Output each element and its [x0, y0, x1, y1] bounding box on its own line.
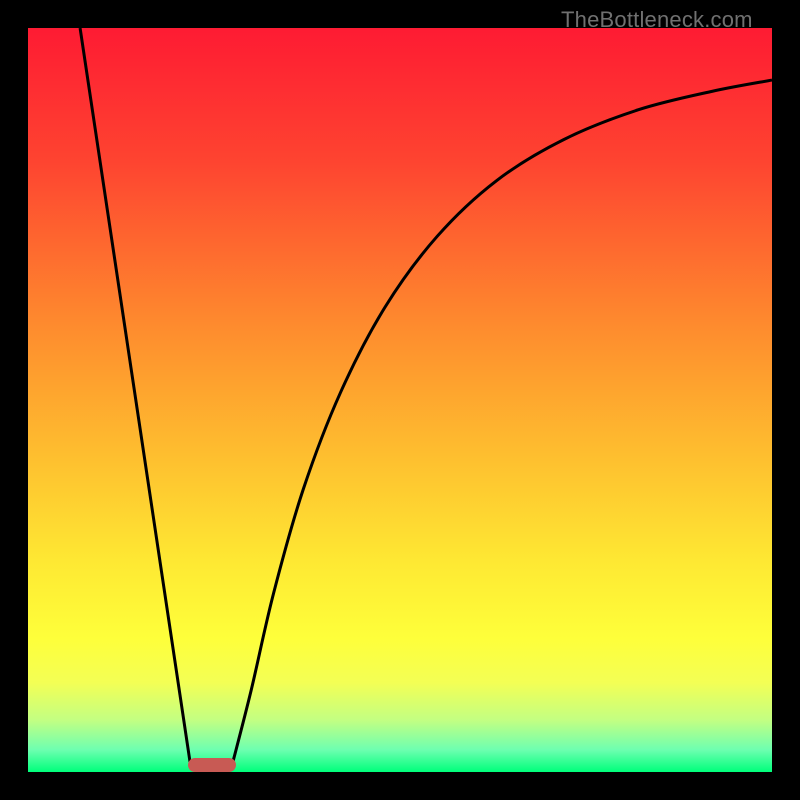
- right-ascent-curve: [233, 80, 772, 763]
- minimum-marker: [188, 758, 236, 772]
- watermark-text: TheBottleneck.com: [561, 7, 753, 33]
- curves-layer: [0, 0, 800, 800]
- chart-container: TheBottleneck.com: [0, 0, 800, 800]
- left-descent-line: [80, 28, 190, 763]
